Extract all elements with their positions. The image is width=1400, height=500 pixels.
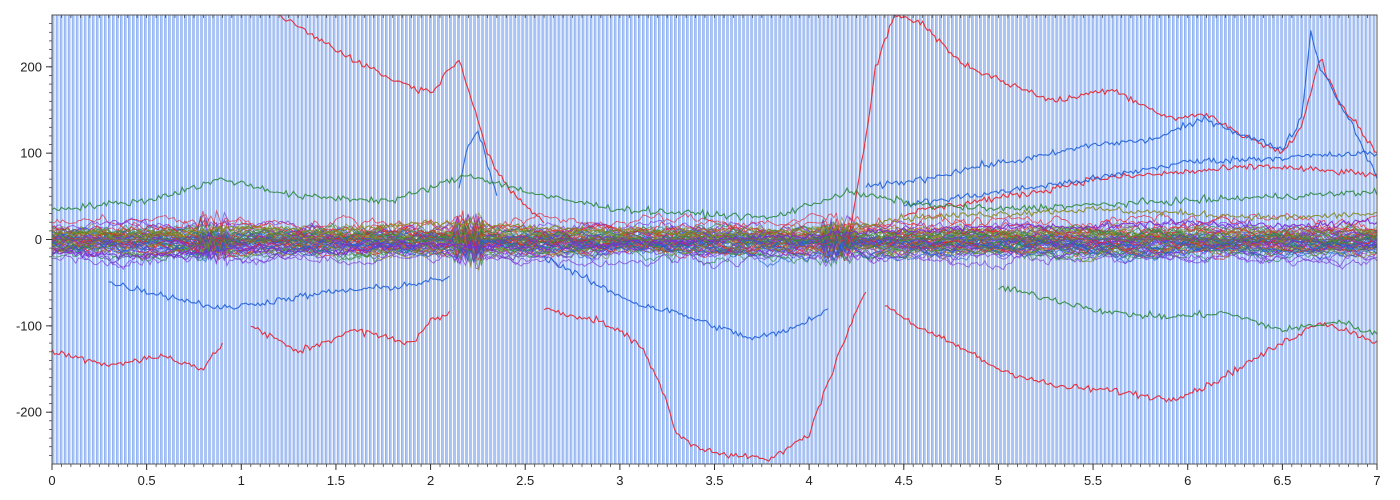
x-axis: 0 0.5 1 1.5 2 2.5 3 3.5 4 4.5 5 5.5 6 6.5 7	[48, 15, 1381, 488]
series-line-blue	[903, 150, 1377, 208]
x-tick-label: 5	[995, 473, 1002, 488]
x-tick-label: 1	[238, 473, 245, 488]
series-line-red	[884, 305, 1377, 403]
y-tick-label: 100	[20, 146, 42, 161]
x-tick-label: 3.5	[705, 473, 723, 488]
noise-trace	[52, 226, 1377, 256]
x-tick-label: 2	[427, 473, 434, 488]
series-line-red	[250, 310, 450, 354]
x-tick-label: 4	[806, 473, 813, 488]
x-tick-label: 7	[1373, 473, 1380, 488]
noise-trace	[52, 225, 1377, 261]
noise-trace	[52, 232, 1377, 263]
noise-trace	[52, 238, 1377, 268]
noise-trace	[52, 244, 1377, 271]
x-tick-label: 4.5	[895, 473, 913, 488]
y-tick-label: -100	[16, 318, 42, 333]
noise-trace	[52, 209, 1377, 240]
series-line-blue	[108, 275, 450, 310]
x-tick-label: 6	[1184, 473, 1191, 488]
series-line-red	[543, 291, 867, 462]
series-line-purple	[52, 217, 1377, 261]
x-tick-label: 6.5	[1273, 473, 1291, 488]
series-line-red	[903, 163, 1377, 217]
x-tick-label: 2.5	[516, 473, 534, 488]
series-line-green	[998, 285, 1377, 336]
x-tick-label: 0	[48, 473, 55, 488]
x-tick-label: 0.5	[138, 473, 156, 488]
y-tick-label: 0	[35, 232, 42, 247]
noise-trace	[52, 237, 1377, 272]
series-line-red	[279, 15, 545, 224]
series-line-blue	[865, 30, 1377, 190]
x-tick-label: 1.5	[327, 473, 345, 488]
series-layer	[52, 15, 1377, 462]
x-tick-label: 5.5	[1084, 473, 1102, 488]
x-tick-label: 3	[616, 473, 623, 488]
y-axis: 200 100 0 -100 -200	[16, 23, 52, 456]
series-line-red	[846, 15, 1377, 250]
noise-trace	[52, 238, 1377, 263]
y-tick-label: -200	[16, 405, 42, 420]
y-tick-label: 200	[20, 59, 42, 74]
series-line-olive	[52, 205, 1377, 240]
series-line-green	[52, 173, 1377, 222]
series-line-red	[52, 342, 223, 371]
series-line-blue	[458, 130, 498, 196]
series-line-blue	[543, 255, 829, 341]
noise-trace	[52, 216, 1377, 249]
